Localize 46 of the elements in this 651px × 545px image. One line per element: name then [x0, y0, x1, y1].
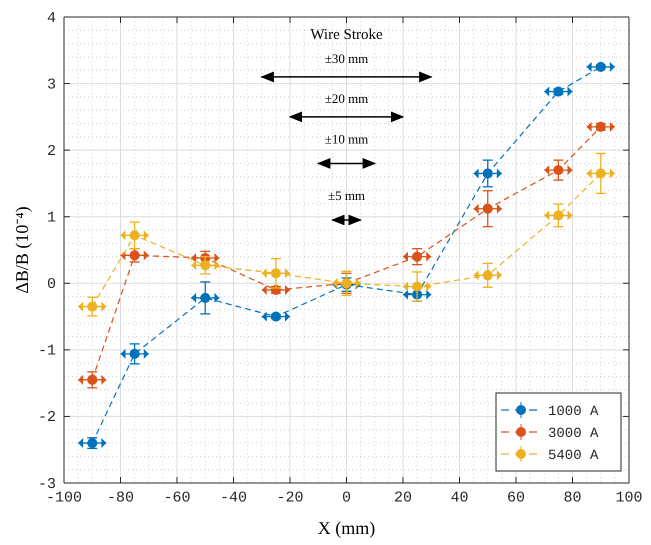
point	[553, 165, 564, 176]
x-tick-label: 60	[506, 490, 526, 507]
x-tick-label: 40	[450, 490, 469, 507]
y-axis-title: ΔB/B (10⁻⁴)	[12, 206, 32, 294]
legend-label: 1000 A	[548, 404, 600, 420]
point	[412, 252, 422, 262]
legend-label: 3000 A	[548, 426, 600, 442]
y-tick-label: 3	[46, 76, 56, 94]
annotation: ±10 mm	[324, 131, 368, 146]
point	[482, 204, 493, 214]
annotation: ±5 mm	[328, 188, 366, 204]
x-tick-label: 20	[394, 490, 412, 507]
x-tick-label: -20	[276, 490, 304, 507]
point	[200, 292, 210, 303]
point	[200, 260, 210, 270]
point	[270, 268, 281, 278]
legend-label: 5400 A	[548, 448, 600, 464]
point	[87, 302, 98, 312]
point	[596, 168, 606, 178]
point	[130, 230, 140, 240]
point	[482, 168, 493, 178]
x-tick-label: 100	[615, 490, 643, 507]
point	[270, 312, 281, 322]
y-tick-label: 2	[46, 142, 56, 160]
x-tick-label: 0	[342, 490, 352, 507]
x-tick-label: 80	[563, 490, 582, 507]
point	[130, 348, 140, 359]
y-tick-label: -1	[38, 342, 56, 360]
x-tick-label: -40	[220, 490, 248, 507]
point	[596, 62, 606, 72]
point	[482, 270, 493, 280]
point	[130, 250, 140, 260]
point	[412, 282, 422, 292]
point	[87, 374, 98, 385]
annotation: ±30 mm	[324, 50, 368, 66]
y-tick-label: 1	[46, 210, 56, 227]
y-tick-label: -2	[38, 409, 56, 426]
y-tick-label: 0	[46, 276, 56, 294]
x-tick-label: -80	[106, 490, 134, 507]
x-tick-label: -60	[163, 490, 191, 507]
point	[553, 210, 564, 220]
annotation: Wire Stroke	[310, 27, 383, 43]
annotation: ±20 mm	[324, 90, 368, 106]
point	[553, 86, 564, 97]
x-axis-title: X (mm)	[318, 518, 376, 538]
y-tick-label: 4	[46, 10, 56, 27]
